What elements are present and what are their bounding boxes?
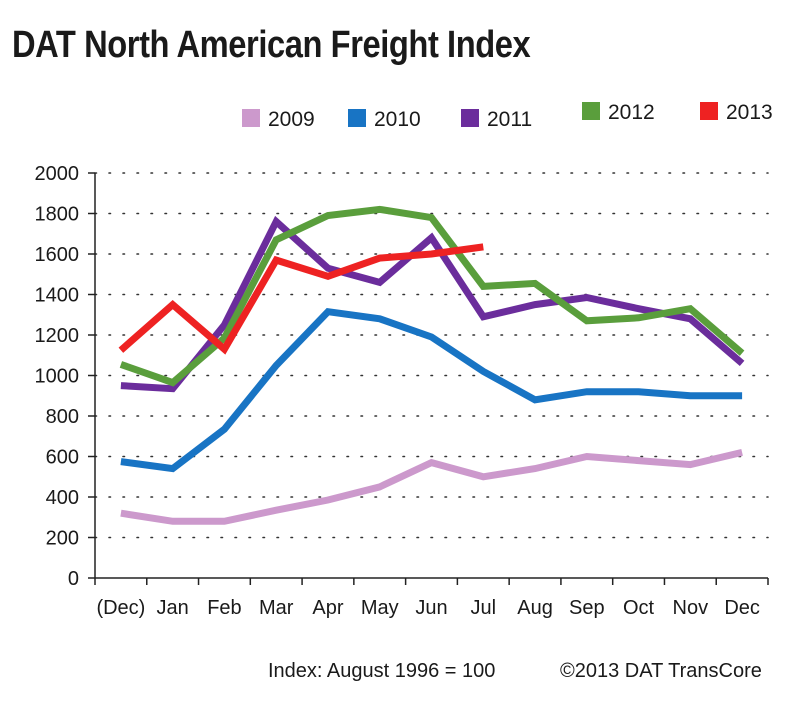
series-line-2010 [120,307,743,473]
legend-swatch-2009 [242,109,260,127]
x-tick-label: Apr [312,597,343,619]
x-tick-label: Aug [517,597,553,619]
legend-label-2013: 2013 [726,101,773,124]
chart-title: DAT North American Freight Index [12,24,531,66]
x-tick-label: (Dec) [96,597,145,619]
x-tick-label: Feb [207,597,241,619]
y-tick-label: 2000 [35,163,80,185]
legend-label-2009: 2009 [268,108,315,131]
legend-swatch-2013 [700,102,718,120]
x-tick-label: Mar [259,597,294,619]
y-tick-label: 800 [46,406,79,428]
y-tick-label: 200 [46,528,79,550]
y-tick-label: 1800 [35,204,80,226]
y-tick-label: 1400 [35,285,80,307]
series-line-2013 [118,243,484,355]
y-tick-label: 600 [46,447,79,469]
y-tick-label: 0 [68,568,79,590]
index-note: Index: August 1996 = 100 [268,660,496,682]
legend-swatch-2011 [461,109,479,127]
x-tick-label: Jan [157,597,189,619]
x-tick-label: Jun [415,597,447,619]
x-tick-label: May [361,597,399,619]
y-tick-label: 1000 [35,366,80,388]
legend-label-2010: 2010 [374,108,421,131]
copyright-note: ©2013 DAT TransCore [560,660,762,682]
y-axis-ticks: 0 200 400 600 800 1000 1200 1400 1600 1800 2000 [35,163,95,590]
series-line-2012 [119,205,745,387]
legend-label-2012: 2012 [608,101,655,124]
x-axis-ticks: (Dec) Jan Feb Mar Apr May Jun Jul Aug Sep Oct Nov De… [94,578,769,619]
legend-swatch-2010 [348,109,366,127]
series-line-2011 [120,215,745,393]
x-tick-label: Sep [569,597,605,619]
series-line-2009 [120,448,743,525]
series-lines [118,205,745,525]
legend-label-2011: 2011 [487,108,532,131]
x-tick-label: Nov [673,597,709,619]
y-tick-label: 1600 [35,244,80,266]
x-tick-label: Jul [470,597,496,619]
legend-swatch-2012 [582,102,600,120]
legend: 2009 2010 2011 2012 2013 [242,101,773,131]
x-tick-label: Dec [724,597,760,619]
x-tick-label: Oct [623,597,655,619]
y-tick-label: 400 [46,487,79,509]
y-tick-label: 1200 [35,325,80,347]
